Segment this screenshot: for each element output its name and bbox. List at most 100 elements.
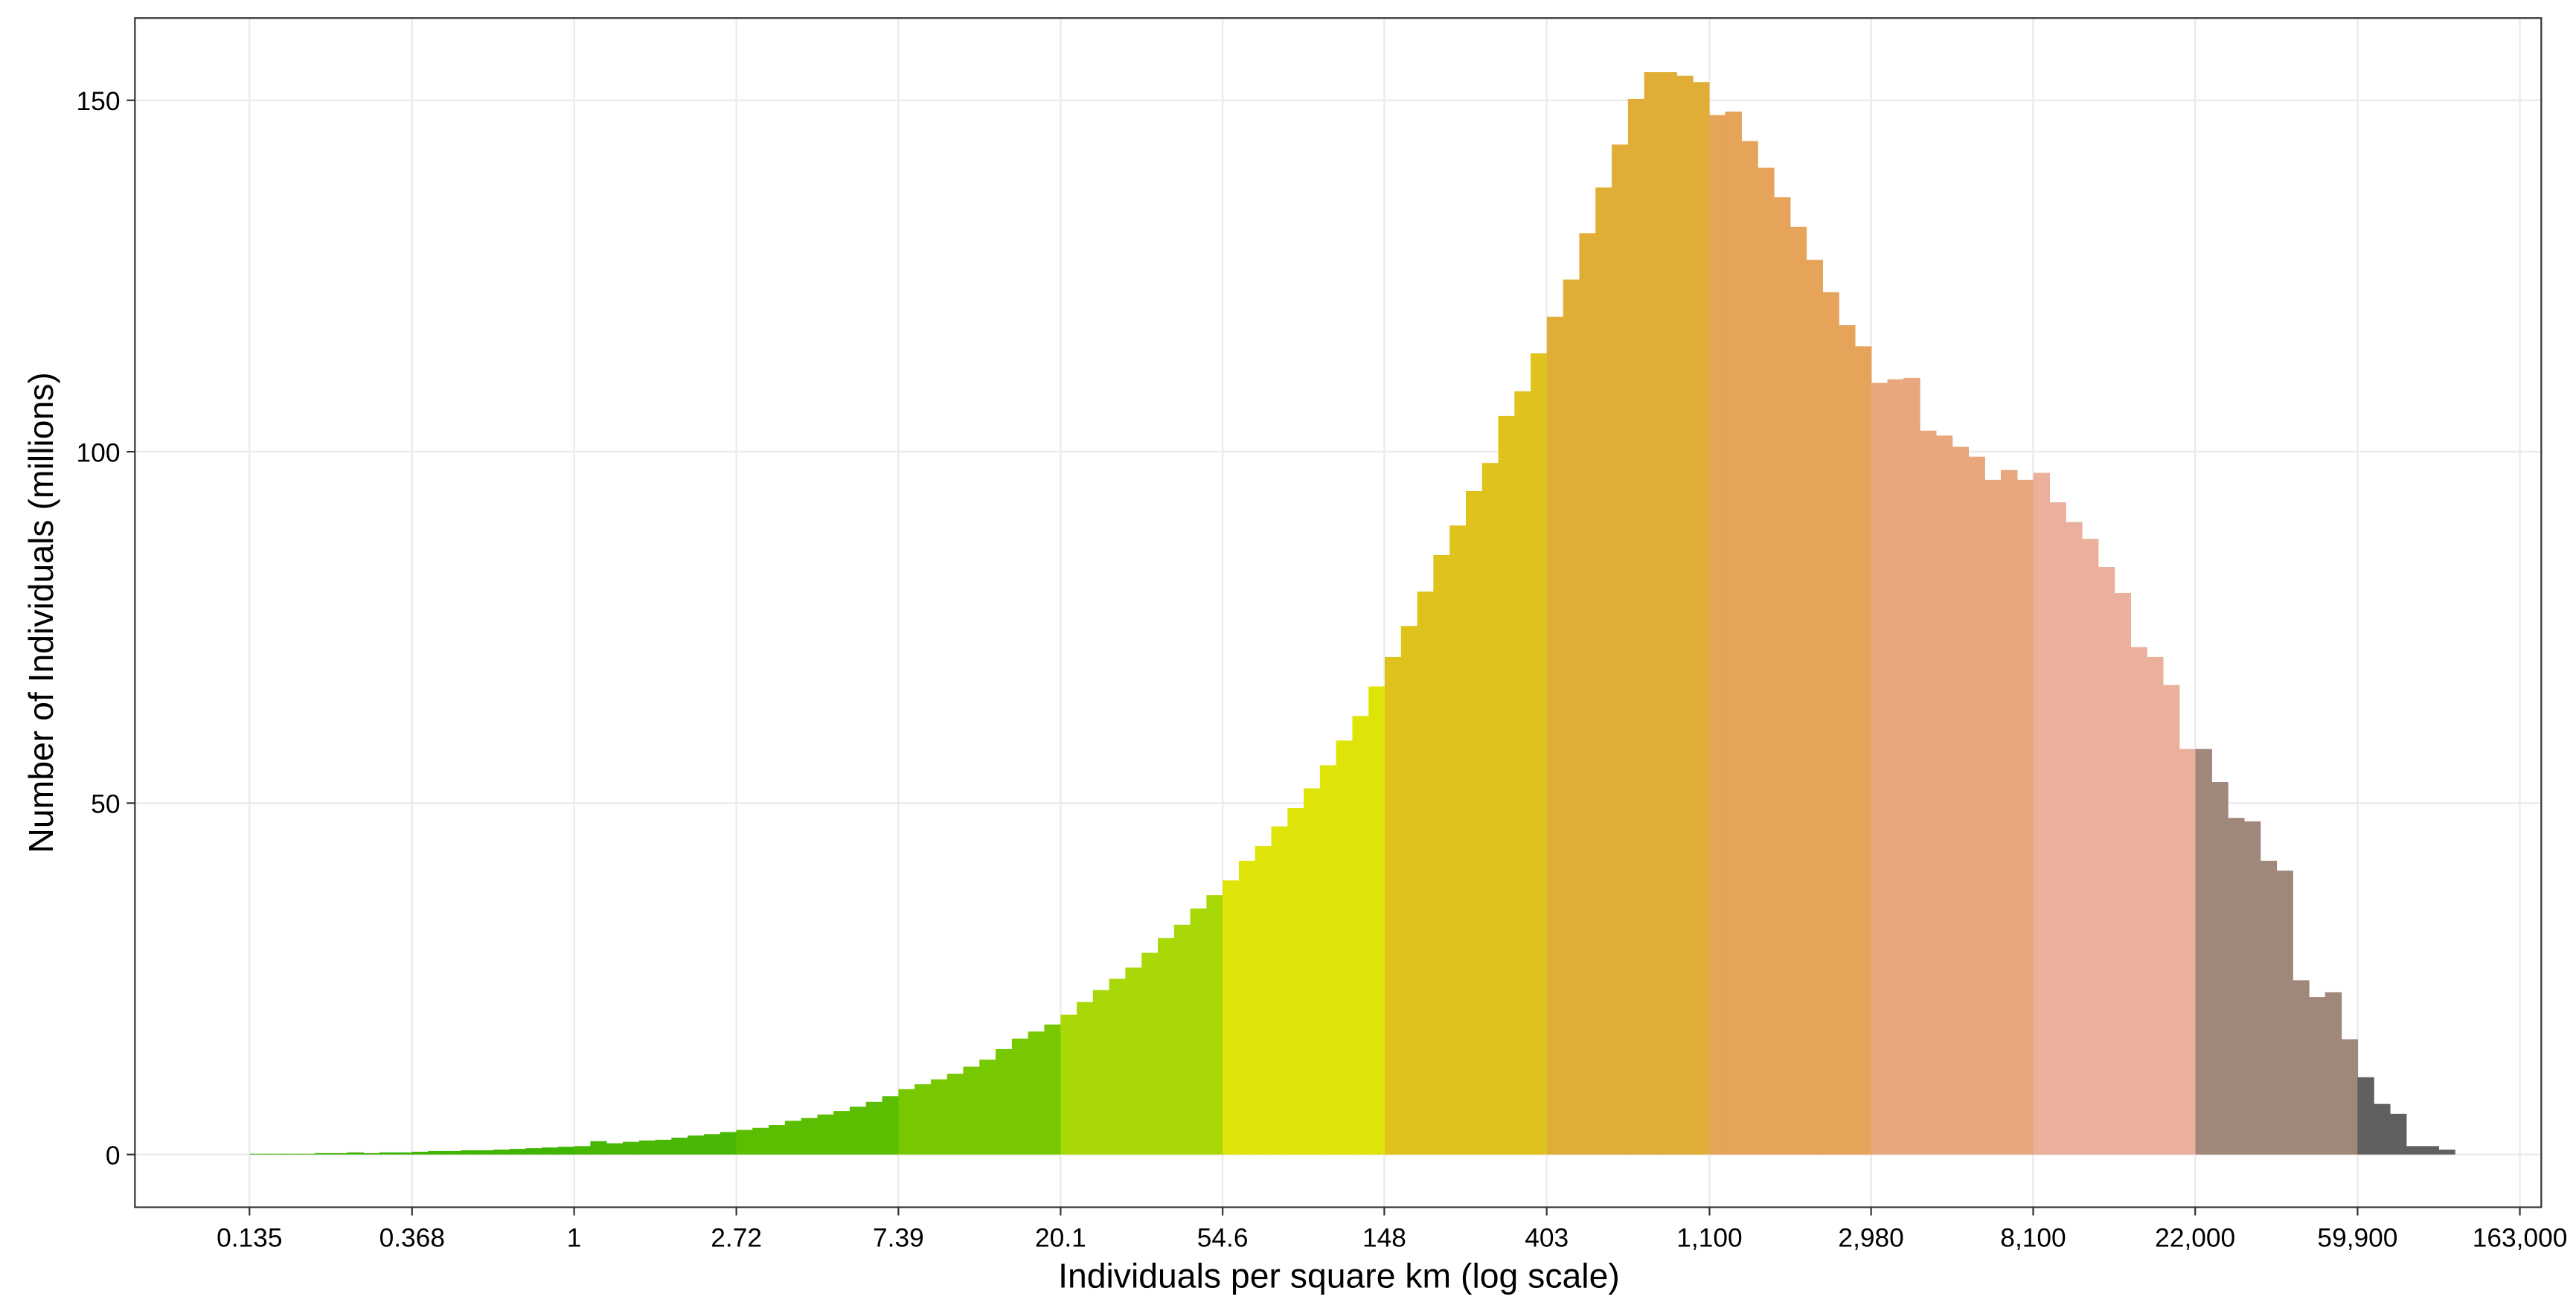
bar [1612,144,1629,1155]
bar [720,1132,737,1155]
bar [736,1129,753,1155]
bar [1319,765,1337,1155]
bar [1871,382,1888,1155]
bar [1060,1014,1077,1155]
bar [1887,379,1904,1155]
bar [1514,391,1531,1155]
bar [493,1150,510,1155]
bar [946,1074,964,1155]
bar [2147,656,2164,1155]
bar [1498,415,1516,1155]
bar [1368,686,1385,1155]
bar [606,1143,624,1155]
bar [1125,967,1142,1155]
bar [2195,749,2212,1155]
bar [1287,807,1304,1155]
bar [1158,938,1175,1155]
bar [2276,871,2293,1155]
bar [2098,566,2115,1155]
bar [963,1066,980,1155]
bar [1725,111,1742,1155]
y-axis-title: Number of Individuals (millions) [22,372,60,853]
bar [1708,115,1726,1155]
bar [2325,992,2342,1155]
bar [2243,821,2261,1155]
bar [347,1152,364,1155]
x-tick-label: 2.72 [711,1223,762,1252]
bar [2033,472,2051,1155]
bar [769,1124,786,1155]
bar [1660,72,1677,1155]
bar [979,1060,996,1155]
bar [865,1101,883,1155]
bar [2000,469,2018,1155]
x-tick-label: 20.1 [1035,1223,1086,1252]
bar [2438,1150,2455,1155]
bar [428,1150,445,1155]
bar [249,1153,267,1155]
bar [882,1096,900,1155]
bar [1579,233,1596,1155]
bar [1627,98,1645,1155]
bar [1223,880,1240,1155]
bar [1854,346,1872,1155]
bar [850,1106,867,1155]
bar [1092,990,1110,1155]
bar [2016,479,2034,1155]
bar [1336,740,1353,1155]
bar [1822,292,1839,1155]
x-tick-label: 163,000 [2473,1223,2568,1252]
bar [1044,1024,1061,1155]
bar [1758,167,1775,1155]
x-tick-label: 59,900 [2317,1223,2397,1252]
x-tick-label: 1,100 [1676,1223,1742,1252]
bar [1433,554,1450,1155]
bar [282,1153,299,1155]
bar [2081,539,2099,1155]
bar [2114,592,2131,1155]
bar [266,1153,283,1155]
bar [379,1152,397,1155]
bar [2406,1146,2423,1155]
bar [703,1134,721,1155]
bar [2389,1113,2407,1155]
x-axis-title: Individuals per square km (log scale) [1058,1257,1620,1295]
bar [314,1153,332,1155]
bar [817,1114,834,1155]
bar [574,1146,592,1155]
bar [1385,656,1402,1155]
bar [801,1118,818,1155]
bar [1790,226,1807,1155]
bar [2293,980,2310,1155]
bar [1400,626,1418,1155]
bar [1206,895,1223,1155]
bar [2211,782,2229,1155]
bar [2066,522,2083,1155]
bar [1481,463,1499,1155]
bar [1693,82,1710,1155]
x-tick-label: 2,980 [1838,1223,1903,1252]
bar [2357,1077,2374,1155]
bar [476,1150,494,1155]
bar [1741,141,1758,1155]
bar [996,1048,1013,1155]
bar [833,1111,850,1155]
bar [411,1151,429,1155]
bar [330,1153,348,1155]
bar [1449,525,1467,1155]
bar [1531,353,1548,1155]
bar [1903,377,1920,1155]
bar [1028,1031,1045,1155]
bar [1935,435,1953,1155]
bar [1920,430,1937,1155]
bar [671,1137,688,1155]
x-tick-label: 0.368 [379,1223,445,1252]
bar [1417,592,1435,1155]
bar [1271,826,1288,1155]
plot-border [134,17,2543,1208]
bar [2374,1103,2391,1155]
bar [1676,75,1694,1155]
bar [1839,325,1856,1155]
bar [2341,1039,2359,1155]
